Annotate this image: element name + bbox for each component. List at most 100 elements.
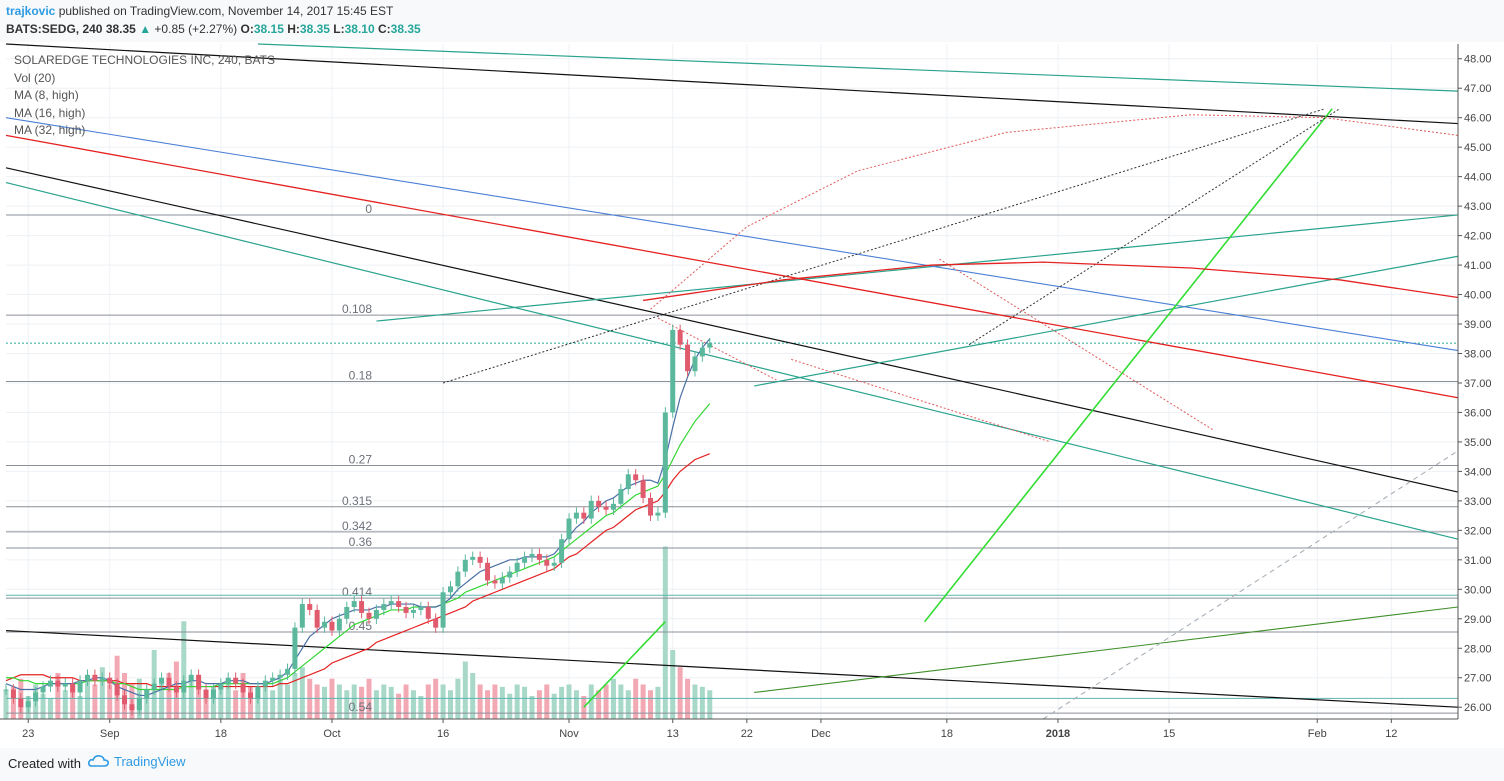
price-tick-label: 36.00 [1464,407,1492,419]
price-tick-label: 41.00 [1464,260,1492,272]
volume-bar [633,678,639,719]
price-tick-label: 40.00 [1464,290,1492,302]
author-link[interactable]: trajkovic [6,4,56,18]
fib-label: 0.315 [342,494,372,508]
volume-bar [692,684,698,719]
volume-bar [485,690,491,719]
candle-body [610,503,616,510]
candle-body [25,701,31,708]
candle-body [277,674,283,678]
volume-bar [685,678,691,719]
candle-body [107,677,113,684]
candle-body [485,562,491,581]
candle-body [144,689,150,699]
trend-line [257,43,1459,92]
candle-body [373,609,379,619]
candle-body [499,577,505,584]
volume-bar [3,690,9,719]
candle-body [588,500,594,519]
volume-bar [99,667,105,719]
cloud-icon [88,755,109,767]
candle-body [544,559,550,566]
candle-body [573,512,579,519]
candle-body [218,683,224,690]
candle-body [159,677,165,684]
volume-bar [596,690,602,719]
symbol-label: BATS:SEDG, 240 [6,22,103,36]
volume-bar [433,678,439,719]
price-tick-label: 26.00 [1464,702,1492,714]
volume-bar [566,684,572,719]
low-value: 38.10 [344,22,375,36]
price-chart[interactable]: 0 0.108 0.18 0.27 0.315 0.342 0.36 0.414 0.45 0.5… [0,42,1504,748]
candle-body [247,692,253,699]
candle-body [255,686,261,699]
price-axis[interactable]: 48.00 47.00 46.00 45.00 44.00 43.00 42.00 41.00… [1457,44,1504,719]
volume-bar [373,690,379,719]
candle-body [388,601,394,605]
fib-label: 0.27 [349,453,373,467]
volume-bar [225,678,231,719]
candle-body [33,692,39,702]
volume-bar [699,686,705,719]
price-tick-label: 35.00 [1464,437,1492,449]
candle-body [359,601,365,613]
created-with-label: Created with [8,756,81,771]
time-tick-label: Oct [323,728,340,740]
trend-line [583,621,666,708]
volume-bar [285,684,291,719]
price-tick-label: 47.00 [1464,83,1492,95]
tradingview-brand: TradingView [114,754,186,769]
volume-bar [203,690,209,719]
price-tick-label: 29.00 [1464,614,1492,626]
time-tick-label: 18 [941,728,953,740]
volume-bar [92,684,98,719]
volume-bar [648,690,654,719]
candle-body [492,580,498,584]
candle-body [507,571,513,578]
candle-body [396,601,402,607]
quote-line: BATS:SEDG, 240 38.35 ▲ +0.85 (+2.27%) O:… [6,22,421,36]
legend-ma32: MA (32, high) [14,123,86,137]
volume-bar [77,696,83,719]
open-value: 38.15 [253,22,284,36]
time-tick-label: 18 [215,728,227,740]
fib-label: 0.414 [342,585,372,599]
candle-body [322,621,328,628]
candle-body [92,674,98,681]
legend-ma16: MA (16, high) [14,105,86,120]
open-label: O: [240,22,254,36]
volume-bar [336,684,342,719]
tradingview-link[interactable]: TradingView [88,754,186,769]
candle-body [596,500,602,507]
candle-body [418,606,424,610]
volume-bar [522,686,528,719]
volume-bar [536,690,542,719]
candle-body [292,627,298,669]
dotted-line [968,108,1340,346]
fib-label: 0.108 [342,302,372,316]
volume-bar [559,686,565,719]
publish-info: published on TradingView.com, November 1… [58,4,394,18]
price-tick-label: 34.00 [1464,466,1492,478]
candle-body [433,618,439,628]
candle-body [233,677,239,684]
candle-body [685,344,691,372]
high-value: 38.35 [299,22,330,36]
fib-label: 0.342 [342,519,372,533]
time-axis[interactable]: 23 Sep 18 Oct 16 Nov 13 22 Dec 18 2018 15 Feb 12 [0,718,1458,748]
volume-bar [366,678,372,719]
volume-bar [455,678,461,719]
volume-bar [70,684,76,719]
trend-line [754,255,1459,387]
price-tick-label: 30.00 [1464,584,1492,596]
legend-title: SOLAREDGE TECHNOLOGIES INC, 240, BATS [14,53,275,67]
volume-bar [388,686,394,719]
time-tick-label: Dec [811,728,831,740]
volume-bar [625,690,631,719]
volume-bar [255,693,261,719]
publish-line: trajkovic published on TradingView.com, … [6,4,393,18]
candle-body [196,674,202,690]
candle-body [262,680,268,687]
last-price: 38.35 [105,22,136,36]
